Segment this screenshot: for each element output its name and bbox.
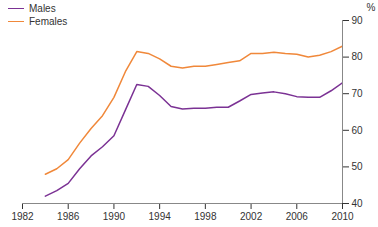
svg-text:1998: 1998 bbox=[194, 211, 217, 222]
svg-text:1990: 1990 bbox=[103, 211, 126, 222]
svg-text:2006: 2006 bbox=[286, 211, 309, 222]
html-text:Females: Females bbox=[29, 16, 68, 27]
svg-text:2002: 2002 bbox=[240, 211, 263, 222]
svg-text:2010: 2010 bbox=[331, 211, 354, 222]
svg-text:70: 70 bbox=[352, 88, 364, 99]
svg-text:80: 80 bbox=[352, 51, 364, 62]
svg-text:50: 50 bbox=[352, 161, 364, 172]
svg-text:1994: 1994 bbox=[149, 211, 172, 222]
html-text:Males: Males bbox=[29, 3, 56, 14]
svg-text:40: 40 bbox=[352, 198, 364, 209]
svg-text:60: 60 bbox=[352, 125, 364, 136]
svg-text:1986: 1986 bbox=[57, 211, 80, 222]
svg-text:1982: 1982 bbox=[11, 211, 34, 222]
svg-text:90: 90 bbox=[352, 15, 364, 26]
svg-text:%: % bbox=[367, 2, 376, 13]
